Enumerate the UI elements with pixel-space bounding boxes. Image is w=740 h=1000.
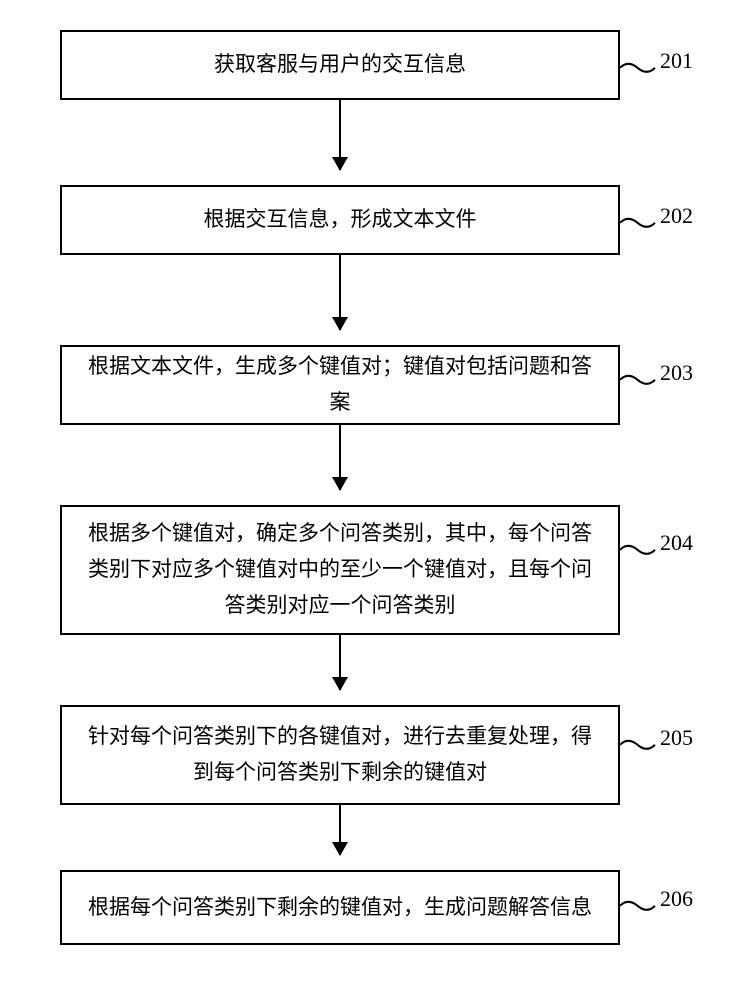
- flow-node-2: 根据交互信息，形成文本文件: [60, 185, 620, 255]
- flow-node-text: 根据每个问答类别下剩余的键值对，生成问题解答信息: [88, 890, 592, 926]
- flow-node-text: 根据文本文件，生成多个键值对；键值对包括问题和答案: [80, 349, 600, 420]
- step-label-205: 205: [660, 725, 693, 751]
- flow-node-3: 根据文本文件，生成多个键值对；键值对包括问题和答案: [60, 345, 620, 425]
- leader-squiggle-icon: [0, 0, 740, 1000]
- step-label-204: 204: [660, 530, 693, 556]
- arrow-5: [339, 805, 341, 855]
- leader-squiggle-icon: [0, 0, 740, 1000]
- flow-node-text: 根据交互信息，形成文本文件: [204, 202, 477, 238]
- flow-node-4: 根据多个键值对，确定多个问答类别，其中，每个问答类别下对应多个键值对中的至少一个…: [60, 505, 620, 635]
- arrow-4: [339, 635, 341, 690]
- flow-node-6: 根据每个问答类别下剩余的键值对，生成问题解答信息: [60, 870, 620, 945]
- step-label-203: 203: [660, 360, 693, 386]
- leader-squiggle-icon: [0, 0, 740, 1000]
- arrow-2: [339, 255, 341, 330]
- step-label-202: 202: [660, 203, 693, 229]
- arrow-3: [339, 425, 341, 490]
- flow-node-text: 根据多个键值对，确定多个问答类别，其中，每个问答类别下对应多个键值对中的至少一个…: [80, 516, 600, 623]
- leader-squiggle-icon: [0, 0, 740, 1000]
- flowchart-canvas: 获取客服与用户的交互信息 201 根据交互信息，形成文本文件 202 根据文本文件，生成…: [0, 0, 740, 1000]
- arrow-1: [339, 100, 341, 170]
- flow-node-text: 针对每个问答类别下的各键值对，进行去重复处理，得到每个问答类别下剩余的键值对: [80, 719, 600, 790]
- flow-node-5: 针对每个问答类别下的各键值对，进行去重复处理，得到每个问答类别下剩余的键值对: [60, 705, 620, 805]
- leader-squiggle-icon: [0, 0, 740, 1000]
- leader-squiggle-icon: [0, 0, 740, 1000]
- step-label-201: 201: [660, 48, 693, 74]
- step-label-206: 206: [660, 886, 693, 912]
- flow-node-1: 获取客服与用户的交互信息: [60, 30, 620, 100]
- flow-node-text: 获取客服与用户的交互信息: [214, 47, 466, 83]
